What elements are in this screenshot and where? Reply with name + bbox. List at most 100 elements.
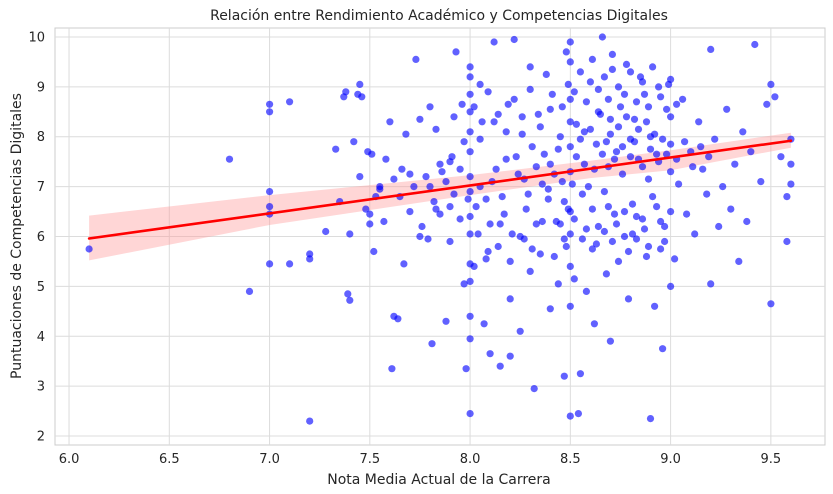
data-point <box>416 115 424 123</box>
data-point <box>610 210 619 218</box>
data-point <box>490 118 498 126</box>
data-point <box>735 257 743 265</box>
x-axis-title: Nota Media Actual de la Carrera <box>327 472 551 488</box>
data-point <box>432 125 440 133</box>
data-point <box>608 50 617 59</box>
data-point <box>592 240 601 248</box>
data-point <box>757 178 765 186</box>
data-point <box>494 242 502 251</box>
data-point <box>715 222 723 231</box>
data-point <box>554 280 562 288</box>
data-point <box>743 217 751 226</box>
data-point <box>526 85 534 93</box>
data-point <box>747 148 755 156</box>
data-point <box>594 108 603 116</box>
data-point <box>614 257 623 265</box>
data-point <box>540 150 548 158</box>
x-tick-label: 9.5 <box>761 452 782 467</box>
data-point <box>550 252 558 261</box>
data-point <box>659 135 667 143</box>
data-point <box>466 212 474 221</box>
data-point <box>466 108 474 116</box>
data-point <box>649 63 657 71</box>
data-point <box>661 237 669 246</box>
data-point <box>516 232 524 241</box>
data-point <box>518 113 526 121</box>
data-point <box>582 287 591 295</box>
data-point <box>787 180 795 188</box>
data-point <box>498 193 506 201</box>
data-point <box>466 63 474 71</box>
data-point <box>727 205 735 213</box>
data-point <box>582 225 591 233</box>
x-axis-ticks: 6.0 6.5 7.0 7.5 8.0 8.5 9.0 9.5 <box>59 452 782 467</box>
data-point <box>346 230 354 238</box>
data-point <box>574 410 583 418</box>
data-point <box>697 143 705 151</box>
data-point <box>618 143 627 151</box>
data-point <box>675 180 683 188</box>
data-point <box>626 153 635 161</box>
data-point <box>560 235 568 243</box>
data-point <box>482 255 490 263</box>
data-point <box>586 78 595 86</box>
data-point <box>452 48 460 56</box>
data-point <box>719 183 727 191</box>
data-point <box>566 412 574 420</box>
data-point <box>484 88 492 96</box>
data-point <box>604 203 613 211</box>
data-point <box>402 130 410 138</box>
data-point <box>580 160 589 168</box>
data-point <box>640 90 649 98</box>
data-point <box>681 138 689 146</box>
data-point <box>566 230 574 238</box>
data-point <box>689 163 697 171</box>
data-point <box>616 103 625 111</box>
data-point <box>410 183 418 191</box>
data-point <box>679 95 687 103</box>
data-point <box>653 203 661 211</box>
data-point <box>665 80 673 88</box>
data-point <box>386 118 394 126</box>
data-point <box>767 300 775 308</box>
data-point <box>476 80 484 88</box>
data-point <box>266 100 274 108</box>
data-point <box>578 235 587 243</box>
data-point <box>544 195 552 203</box>
data-point <box>510 35 518 44</box>
data-point <box>466 410 474 418</box>
data-point <box>438 168 446 176</box>
data-point <box>538 180 546 188</box>
data-point <box>570 275 578 283</box>
data-point <box>362 205 370 213</box>
data-point <box>346 296 354 304</box>
data-point <box>707 280 715 288</box>
data-point <box>436 160 444 168</box>
data-point <box>632 98 641 106</box>
data-point <box>462 365 470 373</box>
data-point <box>566 38 574 46</box>
data-point <box>476 135 484 143</box>
data-point <box>638 215 647 223</box>
data-point <box>266 108 274 116</box>
data-point <box>657 217 665 226</box>
data-point <box>783 193 791 201</box>
data-point <box>428 340 436 348</box>
data-point <box>653 150 661 158</box>
data-point <box>418 222 426 231</box>
grid-lines <box>55 28 825 445</box>
data-point <box>426 103 434 111</box>
data-point <box>534 110 542 118</box>
data-point <box>456 215 464 223</box>
data-point <box>638 78 647 86</box>
data-point <box>624 295 633 303</box>
regression-line-group <box>87 139 793 240</box>
y-axis-ticks: 2 3 4 5 6 7 8 9 10 <box>28 30 45 444</box>
data-point <box>245 287 254 295</box>
data-point <box>538 217 546 226</box>
data-point <box>422 173 430 181</box>
data-point <box>594 222 603 231</box>
data-point <box>532 220 540 228</box>
data-point <box>632 235 641 243</box>
